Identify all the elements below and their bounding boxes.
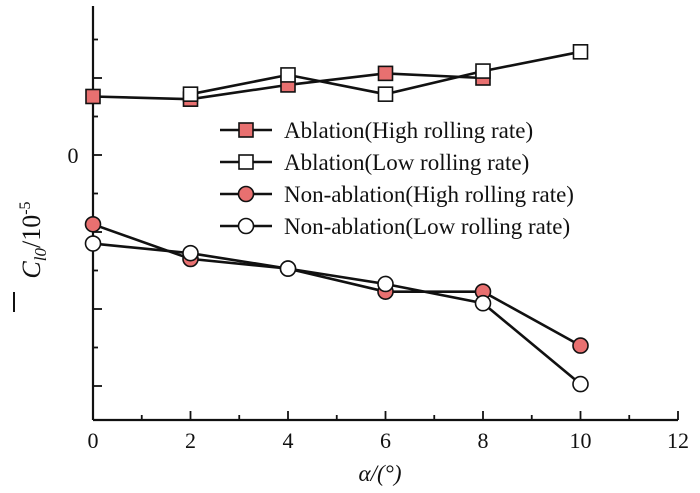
data-point [475, 63, 491, 79]
data-point [280, 67, 296, 83]
y-axis-label-sub: l0 [31, 248, 50, 262]
series-4 [84, 235, 589, 393]
y-axis-label-exponent: -5 [17, 201, 34, 214]
legend-marker [237, 185, 255, 203]
legend-label: Ablation(High rolling rate) [284, 118, 533, 143]
x-tick-label: 4 [283, 428, 294, 453]
legend-item: Non-ablation(Low rolling rate) [220, 214, 570, 239]
legend-marker [238, 122, 254, 138]
axis-labels: α/(°) Cl0/10-5 [13, 201, 402, 486]
series-layer [84, 44, 589, 393]
x-tick-label: 8 [478, 428, 489, 453]
axes: 0 2 4 6 8 10 12 0 [68, 6, 689, 453]
data-point [474, 294, 492, 312]
x-tick-label: 12 [667, 428, 689, 453]
data-point [572, 44, 589, 60]
series-line [92, 223, 582, 347]
data-point [182, 86, 199, 102]
x-tick-label: 0 [88, 428, 99, 453]
data-point [84, 235, 102, 252]
data-point [84, 216, 102, 233]
legend-marker [238, 154, 254, 170]
data-point [85, 88, 101, 105]
legend-item: Ablation(High rolling rate) [220, 118, 533, 143]
data-point [572, 375, 589, 393]
legend-label: Non-ablation(Low rolling rate) [284, 214, 570, 239]
data-point [377, 65, 394, 82]
legend-label: Ablation(Low rolling rate) [284, 150, 529, 175]
legend-item: Non-ablation(High rolling rate) [220, 182, 574, 207]
data-point [377, 86, 394, 102]
data-point [279, 260, 297, 277]
series-line [92, 242, 582, 386]
data-point [572, 337, 589, 354]
y-tick-label: 0 [68, 143, 79, 168]
y-axis-label-main: C [17, 261, 46, 279]
y-axis-label-unit: /10 [17, 215, 46, 248]
legend-label: Non-ablation(High rolling rate) [284, 182, 574, 207]
legend: Ablation(High rolling rate) Ablation(Low … [220, 118, 574, 239]
legend-marker [237, 217, 255, 235]
x-axis-label: α/(°) [359, 461, 402, 486]
svg-text:Cl0/10-5: Cl0/10-5 [17, 201, 50, 278]
x-tick-label: 10 [570, 428, 592, 453]
legend-item: Ablation(Low rolling rate) [220, 150, 529, 175]
x-tick-label: 2 [185, 428, 196, 453]
y-axis-label: Cl0/10-5 [13, 201, 50, 312]
data-point [377, 275, 394, 293]
x-tick-label: 6 [380, 428, 391, 453]
data-point [182, 244, 199, 262]
series-2 [182, 44, 589, 102]
